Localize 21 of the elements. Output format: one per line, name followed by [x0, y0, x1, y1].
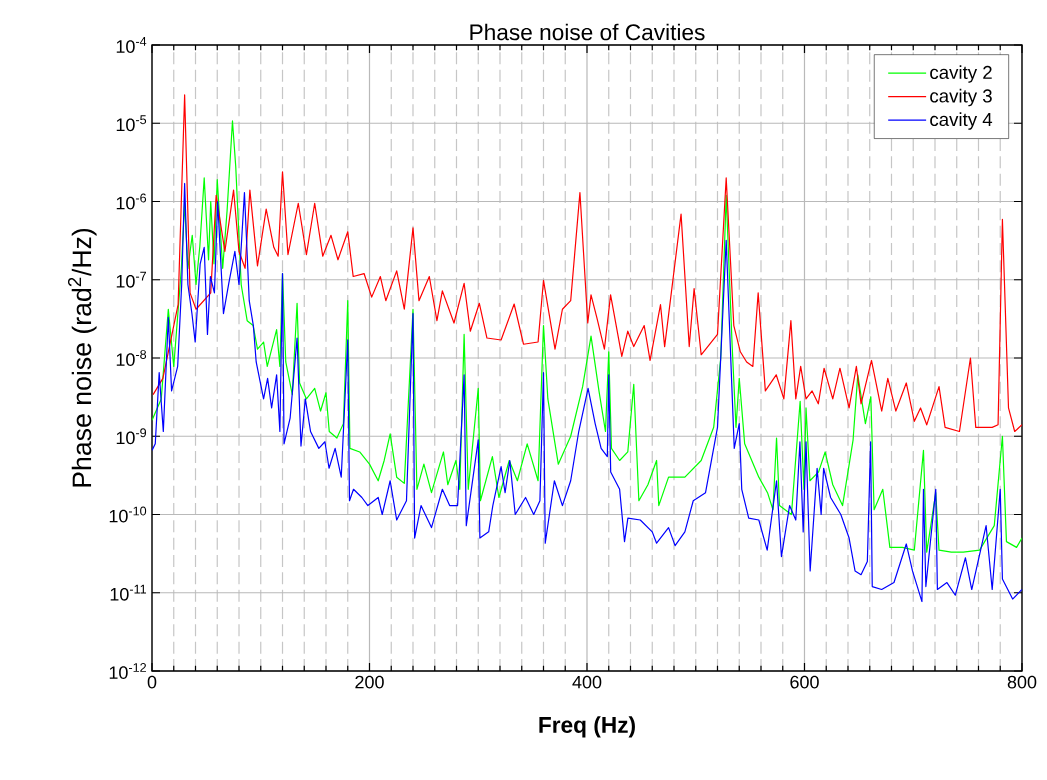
- x-tick-label: 600: [790, 675, 819, 689]
- x-tick-label: 400: [572, 675, 602, 689]
- legend-label: cavity 2: [930, 65, 992, 83]
- x-tick-label: 0: [147, 675, 157, 689]
- y-tick-label: 10$^{-10}$: [109, 506, 147, 523]
- x-tick-label: 800: [1007, 675, 1037, 689]
- y-tick-label: 10$^{-7}$: [116, 271, 146, 288]
- y-tick-label: 10$^{-11}$: [110, 584, 147, 601]
- line-series: [152, 182, 1022, 603]
- y-tick-label: 10$^{-9}$: [116, 428, 147, 445]
- y-tick-label: 10$^{-12}$: [109, 663, 146, 679]
- x-axis-title: Freq (Hz): [539, 716, 635, 738]
- y-tick-label: 10$^{-5}$: [116, 115, 147, 132]
- chart-title: Phase noise of Cavities: [470, 23, 705, 41]
- legend-label: cavity 3: [930, 88, 992, 107]
- legend-label: cavity 4: [930, 112, 993, 130]
- y-axis-title: Phase noise (rad$^{2}$/Hz): [67, 228, 97, 487]
- y-tick-label: 10$^{-8}$: [116, 350, 147, 366]
- y-tick-label: 10$^{-4}$: [116, 37, 147, 53]
- y-tick-label: 10$^{-6}$: [116, 193, 147, 210]
- x-tick-label: 200: [355, 675, 384, 689]
